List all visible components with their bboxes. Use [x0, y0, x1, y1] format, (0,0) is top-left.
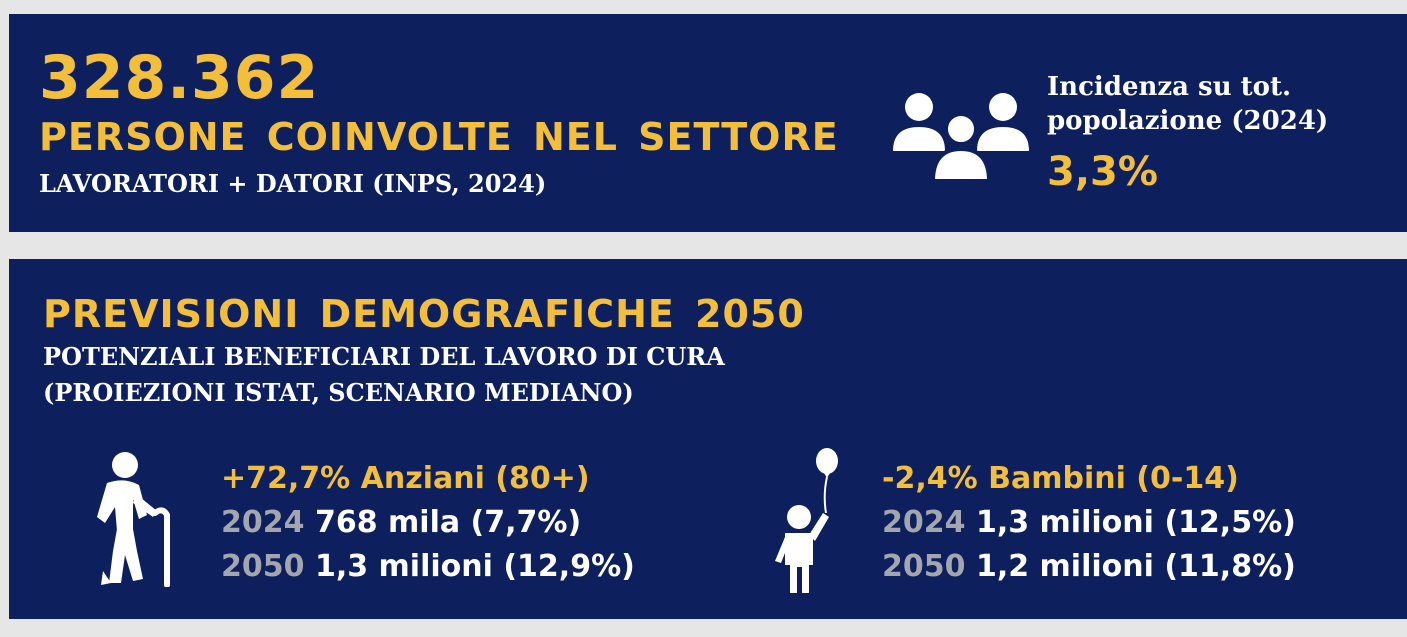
elderly-value-2050: 1,3 milioni (12,9%) [314, 549, 635, 584]
children-headline: -2,4% Bambini (0-14) [882, 461, 1239, 496]
people-group-icon [893, 93, 1029, 183]
incidence-label-line2: popolazione (2024) [1047, 106, 1329, 136]
elderly-value-2024: 768 mila (7,7%) [314, 505, 582, 540]
projections-panel: PREVISIONI DEMOGRAFICHE 2050 POTENZIALI … [9, 259, 1407, 619]
people-count: 328.362 [39, 43, 320, 113]
incidence-label: Incidenza su tot. popolazione (2024) [1047, 70, 1328, 138]
summary-title: PERSONE COINVOLTE NEL SETTORE [39, 115, 839, 159]
children-stats: -2,4% Bambini (0-14) 2024 1,3 milioni (1… [882, 457, 1296, 589]
children-row-2024: 2024 1,3 milioni (12,5%) [882, 501, 1296, 545]
elderly-year-2024: 2024 [221, 505, 305, 540]
elderly-row-2024: 2024 768 mila (7,7%) [221, 501, 635, 545]
incidence-label-line1: Incidenza su tot. [1047, 72, 1292, 102]
child-with-balloon-icon [775, 448, 838, 593]
children-year-2050: 2050 [882, 549, 966, 584]
children-value-2050: 1,2 milioni (11,8%) [975, 549, 1296, 584]
projections-subtitle-line1: POTENZIALI BENEFICIARI DEL LAVORO DI CUR… [43, 342, 725, 371]
summary-subtitle: LAVORATORI + DATORI (INPS, 2024) [39, 169, 547, 198]
children-row-2050: 2050 1,2 milioni (11,8%) [882, 545, 1296, 589]
children-value-2024: 1,3 milioni (12,5%) [975, 505, 1296, 540]
elderly-year-2050: 2050 [221, 549, 305, 584]
elderly-headline: +72,7% Anziani (80+) [221, 461, 590, 496]
projections-subtitle-line2: (PROIEZIONI ISTAT, SCENARIO MEDIANO) [43, 378, 634, 407]
children-year-2024: 2024 [882, 505, 966, 540]
projections-title: PREVISIONI DEMOGRAFICHE 2050 [43, 292, 805, 336]
elderly-row-2050: 2050 1,3 milioni (12,9%) [221, 545, 635, 589]
elderly-stats: +72,7% Anziani (80+) 2024 768 mila (7,7%… [221, 457, 635, 589]
incidence-value: 3,3% [1047, 149, 1158, 195]
elderly-person-icon [97, 452, 170, 587]
summary-panel: 328.362 PERSONE COINVOLTE NEL SETTORE LA… [9, 14, 1407, 232]
